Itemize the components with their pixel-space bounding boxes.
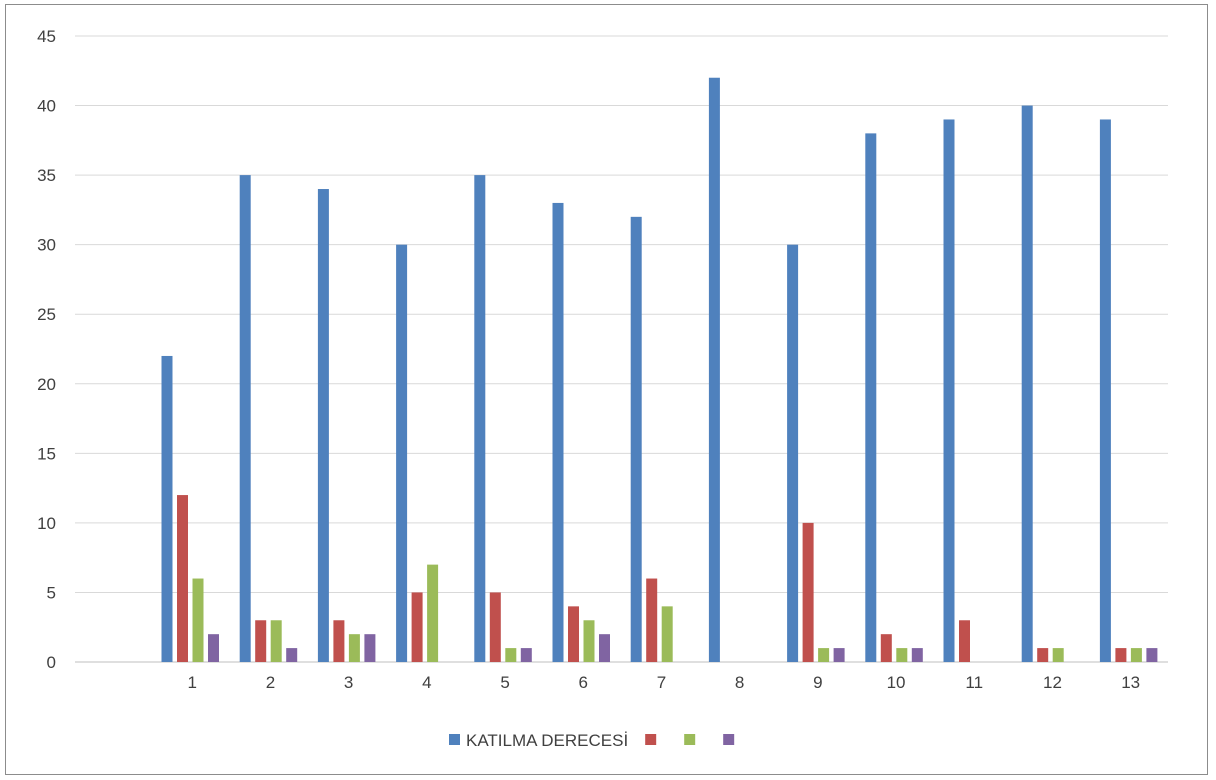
bar-series-2-cat-7 <box>646 578 658 662</box>
x-tick-label: 8 <box>735 673 744 692</box>
bar-series-4-cat-5 <box>520 648 532 662</box>
legend-swatch-series-2 <box>645 734 657 745</box>
bar-series-2-cat-5 <box>489 592 501 662</box>
x-tick-label: 7 <box>657 673 666 692</box>
bar-series-4-cat-9 <box>833 648 845 662</box>
bar-series-1-cat-6 <box>552 202 564 662</box>
y-tick-label: 15 <box>37 444 56 463</box>
x-axis-tick-labels: 1 2 3 4 5 6 7 8 9 10 11 12 13 <box>188 673 1141 692</box>
y-tick-label: 30 <box>37 236 56 255</box>
x-tick-label: 1 <box>188 673 197 692</box>
bar-series-4-cat-6 <box>599 634 610 662</box>
bar-series-3-cat-9 <box>818 648 830 662</box>
bar-series-1-cat-9 <box>787 244 799 662</box>
x-tick-label: 6 <box>579 673 588 692</box>
bar-series-1-cat-1 <box>161 355 173 662</box>
bar-series-1-cat-12 <box>1021 105 1033 663</box>
y-tick-label: 10 <box>37 514 56 533</box>
bar-series-2-cat-3 <box>333 620 345 662</box>
bar-series-3-cat-13 <box>1130 648 1142 662</box>
bar-series-1-cat-2 <box>239 175 251 662</box>
x-tick-label: 4 <box>422 673 431 692</box>
bar-series-2-cat-1 <box>177 495 188 662</box>
bar-series-4-cat-13 <box>1146 648 1158 662</box>
legend-swatch-series-3 <box>684 734 696 745</box>
bar-series-3-cat-3 <box>348 634 360 662</box>
bars <box>161 77 1158 663</box>
legend-swatch-series-4 <box>723 734 735 745</box>
bar-series-2-cat-2 <box>255 620 267 662</box>
gridlines <box>75 35 1168 663</box>
x-tick-label: 9 <box>813 673 822 692</box>
x-tick-label: 2 <box>266 673 275 692</box>
bar-series-4-cat-1 <box>208 634 219 662</box>
bar-series-1-cat-4 <box>396 244 408 662</box>
x-tick-label: 10 <box>887 673 906 692</box>
bar-series-1-cat-10 <box>865 133 877 662</box>
y-tick-label: 40 <box>37 97 56 116</box>
y-tick-label: 0 <box>47 653 56 672</box>
x-tick-label: 5 <box>500 673 509 692</box>
bar-series-1-cat-5 <box>474 175 486 662</box>
legend-swatch-series-1 <box>449 734 460 745</box>
bar-series-2-cat-11 <box>959 620 970 662</box>
y-tick-label: 5 <box>47 583 56 602</box>
bar-series-2-cat-9 <box>802 522 814 662</box>
bar-series-1-cat-11 <box>943 119 955 662</box>
bar-series-4-cat-2 <box>286 648 298 662</box>
bar-series-2-cat-6 <box>568 606 579 662</box>
x-tick-label: 11 <box>965 673 983 692</box>
bar-series-3-cat-4 <box>427 564 439 662</box>
bar-series-3-cat-6 <box>583 620 595 662</box>
chart-frame: 0 5 10 15 20 25 30 35 40 45 1 2 3 4 5 6 7 8 9 10 11 12 13 KAT… <box>5 4 1208 775</box>
legend-label-series-1: KATILMA DERECESİ <box>466 731 628 750</box>
x-tick-label: 13 <box>1121 673 1140 692</box>
bar-series-2-cat-12 <box>1037 648 1049 662</box>
bar-series-2-cat-4 <box>411 592 423 662</box>
x-tick-label: 3 <box>344 673 353 692</box>
bar-series-3-cat-5 <box>505 648 517 662</box>
bar-series-3-cat-2 <box>270 620 282 662</box>
bar-series-1-cat-8 <box>708 77 720 662</box>
bar-series-3-cat-1 <box>192 578 204 662</box>
bar-series-2-cat-10 <box>880 634 892 662</box>
y-tick-label: 45 <box>37 27 56 46</box>
x-tick-label: 12 <box>1043 673 1062 692</box>
y-tick-label: 35 <box>37 166 56 185</box>
bar-series-1-cat-7 <box>630 216 642 662</box>
bar-series-4-cat-3 <box>364 634 376 662</box>
bar-series-3-cat-7 <box>661 606 673 662</box>
bar-series-1-cat-3 <box>317 189 329 662</box>
bar-series-3-cat-12 <box>1052 648 1064 662</box>
bar-series-2-cat-13 <box>1115 648 1127 662</box>
bar-series-4-cat-10 <box>911 648 923 662</box>
y-tick-label: 20 <box>37 375 56 394</box>
y-axis-tick-labels: 0 5 10 15 20 25 30 35 40 45 <box>37 27 56 672</box>
bar-series-3-cat-10 <box>896 648 908 662</box>
bar-series-1-cat-13 <box>1099 119 1111 662</box>
legend: KATILMA DERECESİ <box>449 731 735 750</box>
y-tick-label: 25 <box>37 305 56 324</box>
